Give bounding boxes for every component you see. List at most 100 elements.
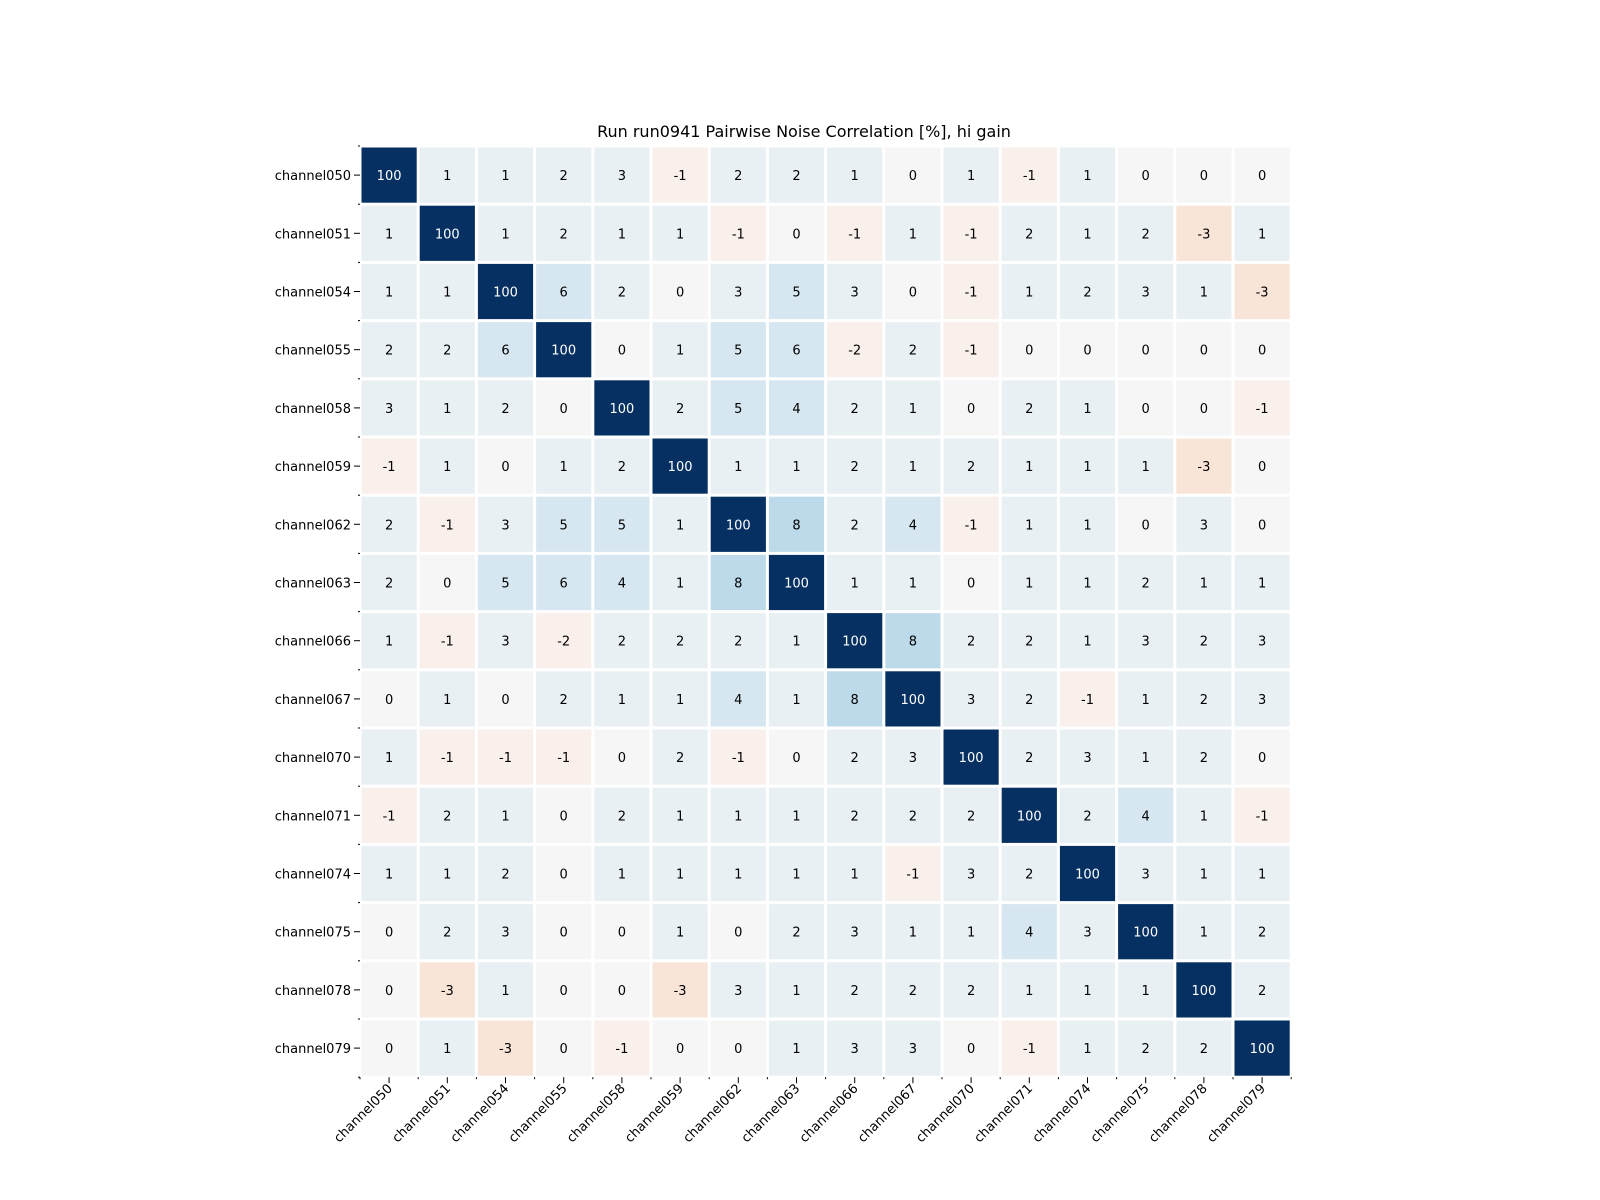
heatmap-cell <box>594 263 650 320</box>
heatmap-cell <box>1118 962 1174 1018</box>
heatmap-cell <box>710 380 766 436</box>
heatmap-cell <box>943 671 999 727</box>
cell-value-label: -1 <box>965 227 978 242</box>
cell-value-label: 1 <box>385 635 393 650</box>
cell-value-label: 1 <box>1025 286 1033 301</box>
cell-value-label: 1 <box>676 344 684 359</box>
cell-value-label: 1 <box>1142 460 1150 475</box>
cell-value-label: 1 <box>909 460 917 475</box>
cell-value-label: 4 <box>792 402 800 417</box>
heatmap-cell <box>1059 613 1116 669</box>
cell-value-label: -1 <box>557 751 570 766</box>
x-tick-label: channel058 <box>564 1081 629 1146</box>
heatmap-cell <box>1059 845 1116 902</box>
cell-value-label: 2 <box>1025 868 1033 883</box>
heatmap-cell <box>1118 380 1174 436</box>
x-tick-label: channel071 <box>972 1081 1037 1146</box>
heatmap-cell <box>1234 438 1290 494</box>
cell-value-label: -1 <box>1256 402 1269 417</box>
heatmap-cell <box>361 904 417 960</box>
heatmap-cell <box>943 1020 999 1076</box>
heatmap-cell <box>1118 613 1174 669</box>
heatmap-cell <box>885 613 941 669</box>
cell-value-label: 2 <box>851 809 859 824</box>
cell-value-label: 1 <box>443 1042 451 1057</box>
heatmap-cell <box>594 729 650 785</box>
cell-value-label: 1 <box>734 868 742 883</box>
cell-value-label: -1 <box>615 1042 628 1057</box>
cell-value-label: 0 <box>1142 344 1150 359</box>
heatmap-cell <box>361 263 417 320</box>
cell-value-label: 2 <box>676 751 684 766</box>
cell-value-label: 1 <box>1083 984 1091 999</box>
cell-value-label: 0 <box>1258 518 1266 533</box>
cell-value-label: 1 <box>443 693 451 708</box>
heatmap-cell <box>1001 729 1057 785</box>
heatmap-cell <box>652 322 708 378</box>
heatmap-cell <box>419 845 475 902</box>
heatmap-cell <box>536 729 592 785</box>
heatmap-cell <box>768 205 825 261</box>
cell-value-label: 1 <box>1025 460 1033 475</box>
cell-value-label: 1 <box>1258 227 1266 242</box>
heatmap-cell <box>361 554 417 611</box>
cell-value-label: 3 <box>1200 518 1208 533</box>
heatmap-cell <box>943 438 999 494</box>
heatmap-cell <box>1118 1020 1174 1076</box>
cell-value-label: 1 <box>501 169 509 184</box>
heatmap-cell <box>1118 496 1174 552</box>
heatmap-cell <box>1001 845 1057 902</box>
heatmap-cell <box>361 205 417 261</box>
cell-value-label: 2 <box>560 169 568 184</box>
heatmap-cell <box>419 205 475 261</box>
cell-value-label: 3 <box>734 286 742 301</box>
cell-value-label: 1 <box>676 926 684 941</box>
cell-value-label: 6 <box>792 344 800 359</box>
heatmap-cell <box>1001 496 1057 552</box>
heatmap-cell <box>768 904 825 960</box>
heatmap-cell <box>1059 322 1116 378</box>
cell-value-label: 0 <box>967 577 975 592</box>
heatmap-cell <box>885 845 941 902</box>
cell-value-label: 0 <box>618 926 626 941</box>
heatmap-cell <box>419 787 475 843</box>
cell-value-label: 100 <box>435 227 460 242</box>
heatmap-cell <box>594 671 650 727</box>
cell-value-label: 2 <box>1083 286 1091 301</box>
heatmap-cell <box>477 147 534 203</box>
cell-value-label: -1 <box>441 635 454 650</box>
heatmap-cell <box>594 147 650 203</box>
cell-value-label: 0 <box>1142 518 1150 533</box>
cell-value-label: 3 <box>734 984 742 999</box>
heatmap-cell <box>1234 729 1290 785</box>
x-tick-label: channel066 <box>797 1081 862 1146</box>
x-tick-label: channel050 <box>331 1081 396 1146</box>
cell-value-label: -3 <box>1197 227 1210 242</box>
heatmap-cell <box>768 263 825 320</box>
cell-value-label: 2 <box>792 926 800 941</box>
heatmap-cell <box>477 671 534 727</box>
cell-value-label: 2 <box>967 460 975 475</box>
heatmap-cell <box>361 322 417 378</box>
heatmap-cell <box>419 904 475 960</box>
cell-value-label: 5 <box>560 518 568 533</box>
heatmap-cell <box>827 205 883 261</box>
cell-value-label: 3 <box>501 926 509 941</box>
cell-value-label: 100 <box>609 402 634 417</box>
cell-value-label: 0 <box>909 286 917 301</box>
y-tick-label: channel050 <box>275 169 351 184</box>
cell-value-label: 1 <box>1258 868 1266 883</box>
heatmap-cell <box>477 322 534 378</box>
cell-value-label: 1 <box>1083 1042 1091 1057</box>
heatmap-cell <box>1176 147 1232 203</box>
cell-value-label: 1 <box>792 635 800 650</box>
heatmap-cell <box>536 962 592 1018</box>
heatmap-cell <box>536 322 592 378</box>
heatmap-cell <box>652 380 708 436</box>
y-tick-label: channel074 <box>275 868 351 883</box>
heatmap-cell <box>943 496 999 552</box>
heatmap-cell <box>768 496 825 552</box>
heatmap-cell <box>1001 554 1057 611</box>
heatmap-cell <box>1001 147 1057 203</box>
